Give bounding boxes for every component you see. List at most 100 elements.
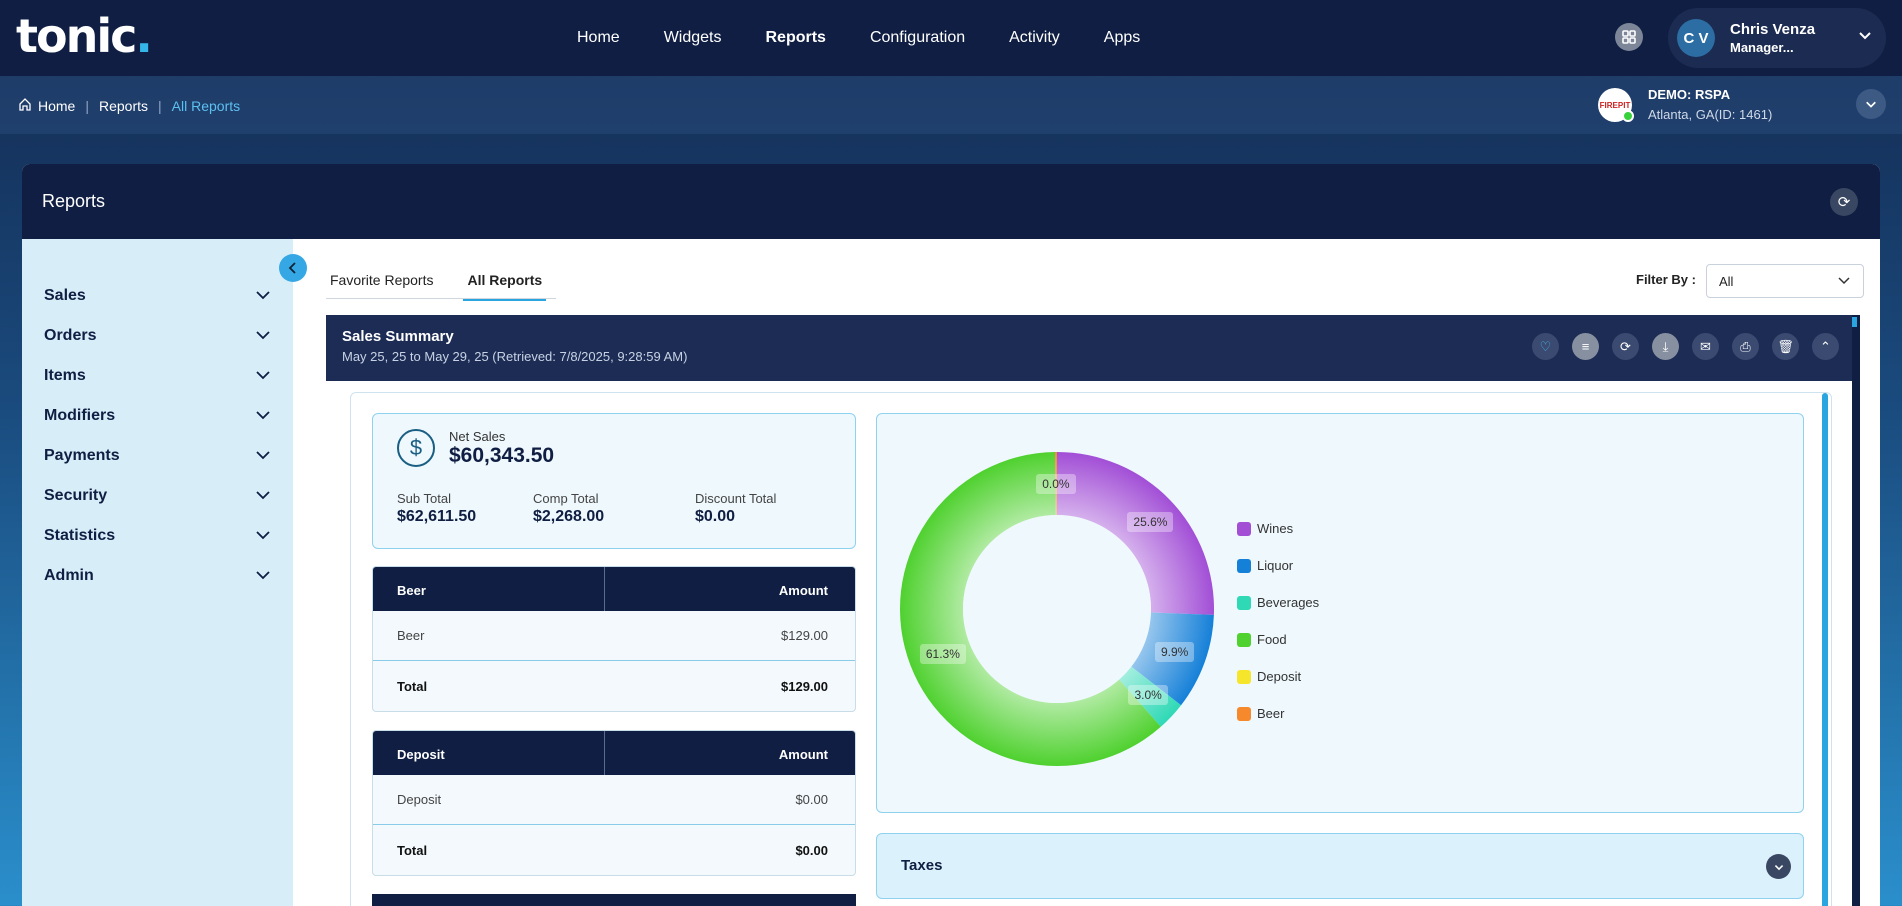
sidebar-item-statistics[interactable]: Statistics [44,527,270,545]
table-header: Beer Amount [373,567,855,611]
sidebar-item-items[interactable]: Items [44,367,270,385]
sidebar-item-payments[interactable]: Payments [44,447,270,465]
pie-label-wines: 25.6% [1127,511,1174,532]
legend-swatch [1237,558,1251,573]
top-nav-bar: tonic. Home Widgets Reports Configuratio… [0,0,1902,76]
pie-label-liquor: 9.9% [1154,641,1195,662]
download-icon[interactable]: ⤓ [1652,333,1679,360]
chevron-down-icon [256,287,270,305]
tab-divider [326,298,556,299]
chart-legend: Wines Liquor Beverages Food Deposit Beer [1237,510,1319,732]
total-label: Total [397,842,428,858]
heart-icon[interactable]: ♡ [1532,333,1559,360]
outer-scrollbar[interactable] [1852,315,1860,906]
sales-category-chart: 25.6% 9.9% 3.0% 61.3% 0.0% Wines Liquor Bevera… [876,413,1804,813]
legend-item-beer[interactable]: Beer [1237,695,1319,732]
sub-total-label: Sub Total [397,491,451,506]
row-name: Deposit [397,792,442,807]
tonic-logo[interactable]: tonic. [16,9,153,63]
table-title: Deposit [373,731,605,775]
legend-swatch [1237,706,1251,721]
nav-apps[interactable]: Apps [1103,29,1141,46]
card-header: Reports ⟳ [22,164,1880,239]
legend-item-beverages[interactable]: Beverages [1237,584,1319,621]
filter-icon[interactable]: ≡ [1572,333,1599,360]
home-icon[interactable] [18,97,32,114]
total-value: $129.00 [781,678,828,694]
donut-chart [900,452,1214,766]
pie-label-beer: 0.0% [1036,473,1076,494]
legend-item-liquor[interactable]: Liquor [1237,547,1319,584]
store-switcher-chevron-icon[interactable] [1856,89,1886,119]
trash-icon[interactable]: 🗑 [1772,333,1799,360]
nav-widgets[interactable]: Widgets [663,29,722,46]
total-label: Total [397,678,428,694]
nav-reports[interactable]: Reports [765,29,826,46]
sidebar-item-sales[interactable]: Sales [44,287,270,305]
refresh-icon[interactable]: ⟳ [1612,333,1639,360]
avatar: C V [1677,19,1715,57]
legend-swatch [1237,632,1251,647]
sidebar-item-orders[interactable]: Orders [44,327,270,345]
filter-value: All [1719,274,1734,289]
status-online-dot [1622,110,1634,122]
next-table-header-partial [372,894,856,906]
outer-scrollbar-thumb[interactable] [1852,317,1857,327]
net-sales-summary: $ Net Sales $60,343.50 Sub Total $62,611… [372,413,856,549]
sidebar-item-modifiers[interactable]: Modifiers [44,407,270,425]
legend-label: Deposit [1257,669,1302,684]
pie-label-beverages: 3.0% [1128,684,1168,705]
legend-swatch [1237,595,1251,610]
print-icon[interactable]: ⎙ [1732,333,1759,360]
user-menu[interactable]: C V Chris Venza Manager... [1668,8,1886,68]
table-header: Deposit Amount [373,731,855,775]
chevron-down-icon[interactable] [1766,854,1791,879]
report-actions: ♡ ≡ ⟳ ⤓ ✉ ⎙ 🗑 ⌃ [1532,333,1852,360]
taxes-section[interactable]: Taxes [876,833,1804,899]
legend-swatch [1237,521,1251,536]
total-value: $0.00 [795,842,828,858]
apps-grid-icon[interactable] [1615,23,1643,51]
report-header: Sales Summary May 25, 25 to May 29, 25 (… [326,315,1858,381]
breadcrumb-reports[interactable]: Reports [99,97,149,114]
chevron-down-icon [256,447,270,465]
chevron-down-icon[interactable] [1858,28,1872,47]
chevron-up-icon[interactable]: ⌃ [1812,333,1839,360]
report-tabs: Favorite Reports All Reports [326,264,572,301]
legend-item-food[interactable]: Food [1237,621,1319,658]
row-amount: $129.00 [781,628,828,643]
legend-item-deposit[interactable]: Deposit [1237,658,1319,695]
legend-item-wines[interactable]: Wines [1237,510,1319,547]
table-total-row: Total $0.00 [373,825,855,875]
mail-icon[interactable]: ✉ [1692,333,1719,360]
breadcrumb-bar [0,76,1902,134]
filter-label: Filter By : [1636,272,1696,287]
chevron-down-icon [1837,273,1851,290]
amount-header: Amount [778,747,828,762]
sub-total-value: $62,611.50 [397,508,477,525]
taxes-title: Taxes [901,857,943,874]
collapse-sidebar-chevron-left-icon[interactable] [279,254,307,282]
tab-all-reports[interactable]: All Reports [463,264,547,301]
main-nav: Home Widgets Reports Configuration Activ… [555,0,1162,76]
breadcrumb-home[interactable]: Home [38,97,76,114]
user-name: Chris Venza [1730,21,1816,38]
legend-label: Beer [1257,706,1285,721]
legend-label: Food [1257,632,1287,647]
nav-activity[interactable]: Activity [1009,29,1060,46]
beer-table: Beer Amount Beer $129.00 Total $129.00 [372,566,856,712]
tab-favorite-reports[interactable]: Favorite Reports [330,272,434,288]
nav-configuration[interactable]: Configuration [869,29,966,46]
filter-select[interactable]: All [1706,264,1864,298]
sidebar-item-admin[interactable]: Admin [44,567,270,585]
nav-home[interactable]: Home [577,29,620,46]
inner-scrollbar-thumb[interactable] [1822,393,1828,906]
discount-total-label: Discount Total [695,491,777,506]
legend-label: Liquor [1257,558,1294,573]
deposit-table: Deposit Amount Deposit $0.00 Total $0.00 [372,730,856,876]
chevron-down-icon [256,527,270,545]
comp-total-value: $2,268.00 [533,508,605,525]
sidebar-item-security[interactable]: Security [44,487,270,505]
report-title: Sales Summary [342,328,454,345]
refresh-icon[interactable]: ⟳ [1830,188,1858,216]
